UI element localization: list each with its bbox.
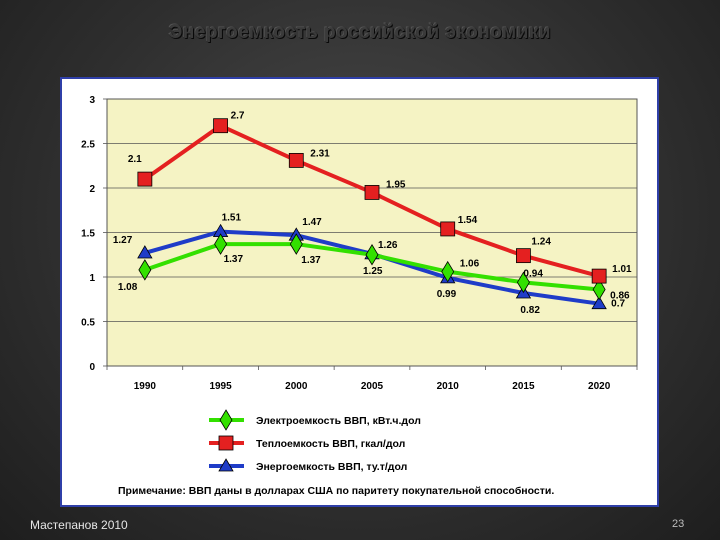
data-label: 0.94 [523,268,543,279]
data-point [440,221,456,237]
y-tick-label: 2.5 [81,140,95,151]
data-label: 1.08 [118,282,138,293]
y-tick-label: 3 [89,95,95,106]
data-label: 2.31 [310,148,330,159]
y-tick-label: 1.5 [81,229,95,240]
legend-item: Теплоемкость ВВП, гкал/дол [209,435,405,451]
data-point [592,278,606,301]
data-label: 0.86 [610,290,630,301]
x-tick-label: 2015 [512,381,535,392]
data-point [289,233,303,255]
slide-title: Энергоемкость российской экономики [168,22,552,43]
data-label: 1.01 [612,264,632,275]
x-tick-label: 2020 [588,381,611,392]
data-label: 1.54 [458,215,478,226]
data-point [591,295,607,310]
data-label: 1.25 [363,266,383,277]
legend: Электроемкость ВВП, кВт.ч.дол Теплоемкост… [209,409,421,473]
chart-note: Примечание: ВВП даны в долларах США по п… [118,485,555,497]
x-tick-label: 1990 [134,381,157,392]
data-point [441,260,455,283]
series-square [137,118,607,284]
data-label: 1.24 [531,237,551,248]
x-tick-label: 1995 [209,381,232,392]
data-label: 1.37 [301,255,321,266]
legend-item: Электроемкость ВВП, кВт.ч.дол [209,409,421,431]
data-point [365,243,379,266]
data-point [214,233,228,255]
data-point [137,245,153,259]
data-point [288,153,304,168]
axes: 0 0.5 1 1.5 2 2.5 3 1990 1995 2000 2005 2010 2015 202… [81,95,638,392]
author-footer: Мастепанов 2010 [30,518,128,532]
legend-marker [218,458,234,472]
series-layer [137,118,607,310]
data-label: 2.7 [231,111,245,122]
data-label: 1.26 [378,240,398,251]
x-tick-label: 2010 [437,381,460,392]
legend-label: Теплоемкость ВВП, гкал/дол [256,438,405,450]
legend-marker [219,409,233,431]
x-tick-label: 2000 [285,381,308,392]
data-label: 2.1 [128,154,142,165]
data-label: 1.51 [222,213,242,224]
data-point [516,248,531,264]
y-tick-label: 0 [89,362,95,373]
data-label: 1.95 [386,179,406,190]
y-tick-label: 1 [89,273,95,284]
data-label: 1.27 [113,235,133,246]
data-label: 0.82 [520,305,540,316]
data-point [213,118,228,134]
x-tick-label: 2005 [361,381,384,392]
data-point [591,268,607,284]
y-tick-label: 2 [89,184,95,195]
y-tick-label: 0.5 [81,318,95,329]
page-number: 23 [672,518,685,530]
data-label: 1.47 [302,217,322,228]
legend-item: Энергоемкость ВВП, ту.т/дол [209,458,407,473]
legend-label: Электроемкость ВВП, кВт.ч.дол [256,415,421,427]
data-label: 1.37 [224,254,244,265]
series-diamond [138,233,606,301]
data-point [138,259,152,281]
data-label: 1.06 [460,259,480,270]
legend-label: Энергоемкость ВВП, ту.т/дол [256,461,407,473]
data-label: 0.99 [437,289,457,300]
legend-marker [218,435,234,451]
data-labels: 1.08 1.37 1.37 1.25 1.06 0.94 0.86 2.1 2.7 2.31 1.… [113,111,632,316]
data-point [516,271,530,294]
data-point [137,171,153,187]
data-label: 0.7 [611,299,625,310]
data-point [364,185,380,200]
